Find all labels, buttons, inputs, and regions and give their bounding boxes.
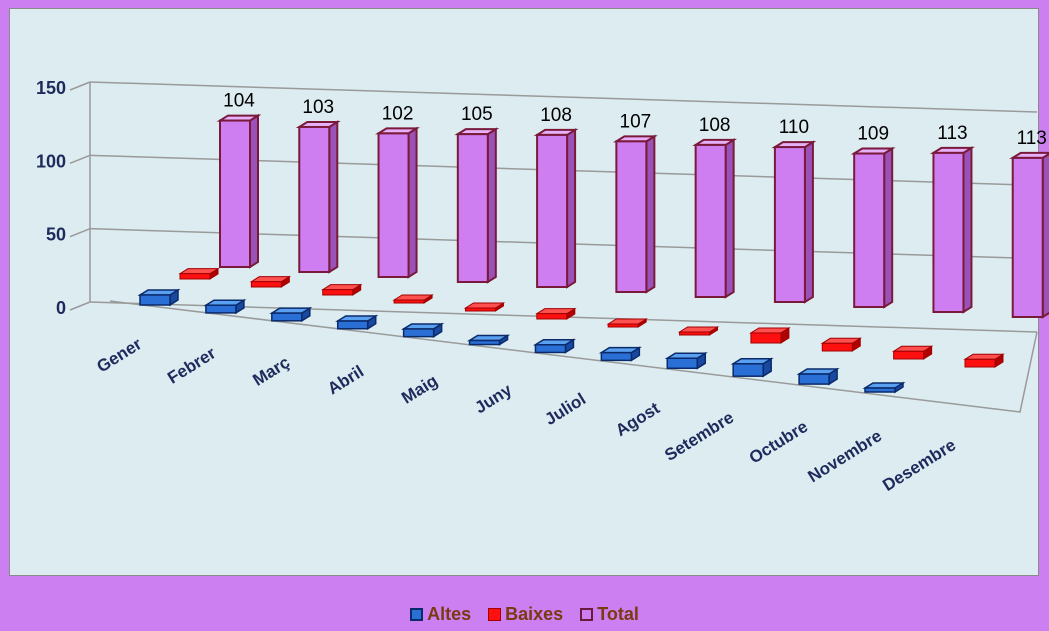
- gridline-side: [69, 81, 91, 91]
- legend-label-total: Total: [597, 604, 639, 624]
- baixes-bar: [463, 302, 506, 312]
- legend-item-baixes: Baixes: [488, 604, 563, 625]
- data-label-total: 102: [382, 103, 414, 124]
- baixes-bar: [392, 294, 434, 304]
- baixes-bar: [891, 345, 934, 360]
- altes-bar: [269, 306, 313, 323]
- baixes-bar: [249, 275, 292, 288]
- legend-swatch-altes: [410, 608, 424, 621]
- data-label-total: 108: [540, 105, 572, 126]
- floor-edge: [109, 300, 1038, 413]
- data-label-total: 113: [937, 123, 967, 144]
- x-tick-label: Abril: [324, 362, 367, 399]
- altes-bar: [466, 334, 511, 346]
- gridline: [89, 81, 1038, 113]
- baixes-bar: [320, 283, 363, 296]
- altes-bar: [862, 381, 906, 394]
- legend-swatch-baixes: [488, 608, 502, 621]
- altes-bar: [401, 322, 445, 338]
- total-bar: [533, 128, 579, 289]
- total-bar: [295, 120, 341, 274]
- altes-bar: [335, 314, 379, 331]
- total-bar: [771, 140, 817, 304]
- baixes-bar: [963, 353, 1005, 368]
- x-tick-label: Maig: [398, 371, 441, 408]
- x-tick-label: Agost: [612, 398, 663, 440]
- legend-item-total: Total: [580, 604, 639, 625]
- x-tick-label: Febrer: [164, 343, 219, 387]
- data-label-total: 110: [779, 117, 809, 138]
- x-tick-label: Octubre: [746, 417, 811, 468]
- legend-label-altes: Altes: [427, 604, 472, 624]
- baixes-bar: [178, 267, 220, 280]
- y-tick-label: 0: [56, 298, 66, 318]
- y-tick-label: 150: [36, 78, 66, 98]
- x-tick-label: Gener: [93, 334, 145, 376]
- altes-bar: [532, 338, 577, 354]
- x-tick-label: Juny: [471, 380, 515, 417]
- total-bar: [454, 127, 500, 284]
- baixes-bar: [677, 326, 720, 336]
- gridline-side: [69, 301, 91, 311]
- total-bar: [1009, 151, 1049, 319]
- total-bar: [692, 138, 738, 299]
- altes-bar: [730, 357, 774, 378]
- total-bar: [929, 146, 975, 314]
- y-tick-label: 100: [36, 151, 66, 171]
- legend-label-baixes: Baixes: [505, 604, 564, 624]
- gridline-side: [69, 154, 91, 165]
- legend: Altes Baixes Total: [0, 604, 1049, 626]
- baixes-bar: [820, 337, 863, 352]
- gridline-side: [69, 227, 91, 238]
- data-label-total: 103: [302, 97, 334, 118]
- data-label-total: 105: [461, 104, 493, 125]
- baixes-bar: [535, 307, 577, 320]
- altes-bar: [598, 346, 642, 362]
- total-bar: [612, 134, 658, 294]
- legend-item-altes: Altes: [410, 604, 471, 625]
- data-label-total: 108: [699, 115, 731, 136]
- data-label-total: 109: [857, 124, 889, 145]
- altes-bar: [203, 298, 247, 315]
- legend-swatch-total: [580, 608, 594, 621]
- y-tick-label: 50: [46, 225, 66, 245]
- data-label-total: 107: [620, 111, 652, 132]
- total-bar: [375, 126, 421, 279]
- data-label-total: 113: [1017, 128, 1047, 149]
- data-label-total: 104: [223, 91, 255, 112]
- x-tick-label: Juliol: [541, 389, 589, 429]
- total-bar: [216, 113, 262, 269]
- altes-bar: [664, 351, 708, 370]
- x-tick-label: Març: [249, 353, 293, 390]
- x-tick-label: Desembre: [879, 435, 959, 495]
- baixes-bar: [606, 318, 648, 328]
- altes-bar: [137, 288, 181, 307]
- x-tick-label: Novembre: [805, 426, 886, 486]
- total-bar: [850, 146, 896, 309]
- x-tick-label: Setembre: [661, 408, 737, 465]
- altes-bar: [796, 367, 840, 386]
- baixes-bar: [749, 327, 791, 344]
